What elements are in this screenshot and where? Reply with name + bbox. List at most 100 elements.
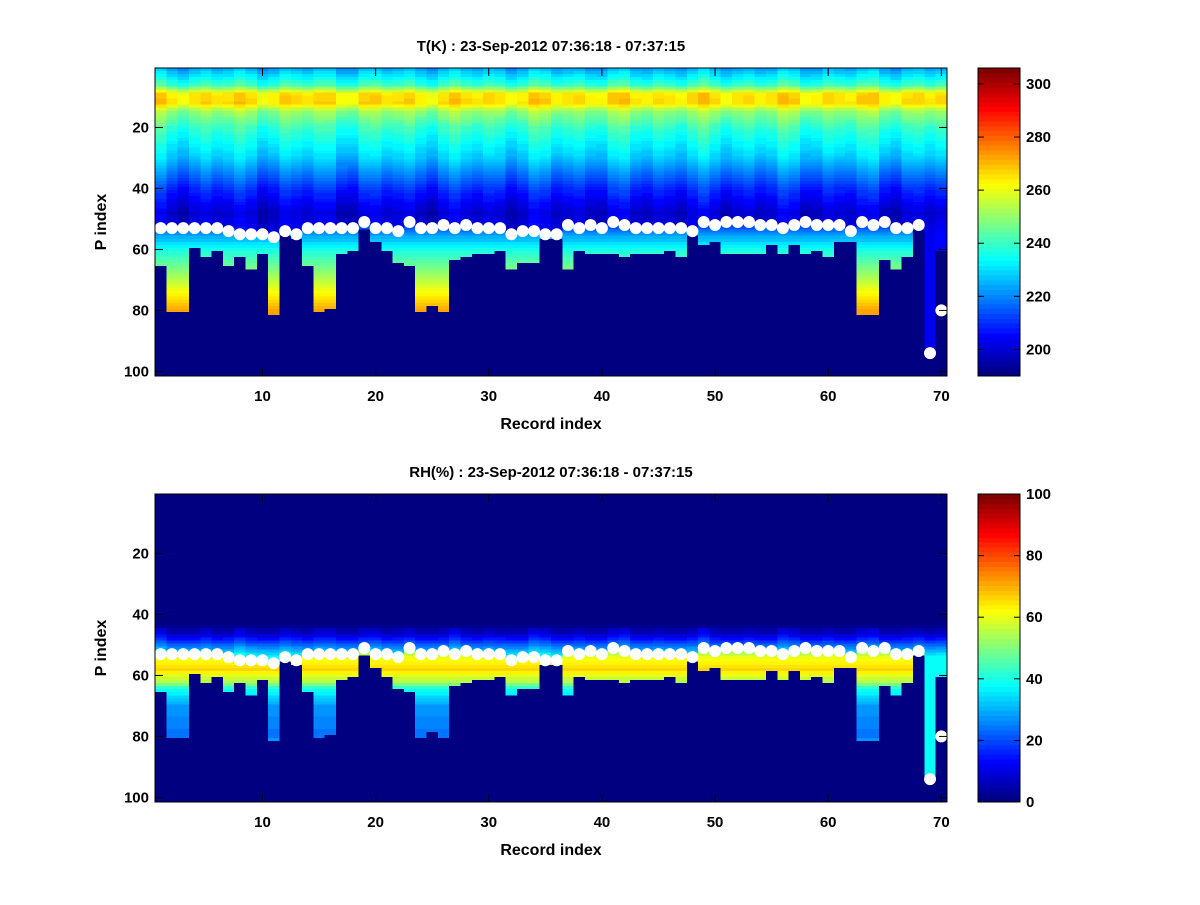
heatmap-cell bbox=[494, 244, 507, 249]
heatmap-cell bbox=[664, 296, 677, 301]
heatmap-cell bbox=[234, 104, 247, 109]
heatmap-cell bbox=[403, 232, 416, 237]
heatmap-cell bbox=[664, 171, 677, 176]
heatmap-cell bbox=[449, 318, 462, 322]
heatmap-cell bbox=[539, 101, 552, 106]
heatmap-cell bbox=[641, 144, 654, 148]
heatmap-cell bbox=[652, 354, 665, 359]
heatmap-cell bbox=[596, 128, 609, 133]
heatmap-cell bbox=[392, 116, 405, 121]
heatmap-cell bbox=[222, 321, 235, 325]
heatmap-cell bbox=[618, 171, 631, 176]
heatmap-cell bbox=[573, 125, 586, 130]
heatmap-cell bbox=[188, 101, 201, 106]
heatmap-cell bbox=[607, 330, 620, 334]
heatmap-cell bbox=[188, 275, 201, 280]
heatmap-cell bbox=[686, 369, 699, 374]
heatmap-cell bbox=[222, 339, 235, 344]
heatmap-cell bbox=[517, 241, 529, 246]
heatmap-cell bbox=[562, 119, 575, 124]
heatmap-cell bbox=[268, 144, 281, 148]
heatmap-cell bbox=[607, 80, 620, 84]
heatmap-cell bbox=[177, 250, 190, 255]
heatmap-cell bbox=[449, 95, 462, 100]
heatmap-cell bbox=[324, 269, 337, 273]
heatmap-cell bbox=[505, 180, 518, 185]
heatmap-cell bbox=[200, 74, 213, 78]
heatmap-cell bbox=[573, 174, 586, 179]
heatmap-cell bbox=[641, 159, 654, 164]
heatmap-cell bbox=[618, 321, 631, 325]
heatmap-cell bbox=[426, 156, 439, 161]
heatmap-cell bbox=[268, 321, 281, 325]
heatmap-cell bbox=[675, 92, 688, 97]
heatmap-cell bbox=[415, 321, 428, 325]
heatmap-cell bbox=[494, 247, 507, 252]
heatmap-cell bbox=[630, 363, 643, 368]
heatmap-cell bbox=[630, 330, 643, 334]
heatmap-cell bbox=[188, 183, 201, 188]
heatmap-cell bbox=[460, 165, 473, 170]
heatmap-cell bbox=[268, 354, 281, 359]
heatmap-cell bbox=[222, 116, 235, 121]
heatmap-cell bbox=[347, 235, 360, 240]
heatmap-cell bbox=[166, 74, 179, 78]
heatmap-cell bbox=[290, 107, 303, 112]
heatmap-cell bbox=[324, 244, 337, 249]
heatmap-cell bbox=[313, 86, 326, 90]
heatmap-cell bbox=[234, 125, 247, 130]
heatmap-cell bbox=[437, 366, 450, 371]
heatmap-cell bbox=[302, 80, 314, 84]
heatmap-cell bbox=[630, 177, 643, 182]
heatmap-cell bbox=[256, 250, 269, 255]
heatmap-cell bbox=[471, 205, 484, 209]
heatmap-cell bbox=[279, 324, 292, 328]
heatmap-cell bbox=[596, 122, 609, 127]
heatmap-cell bbox=[471, 321, 484, 325]
heatmap-cell bbox=[652, 284, 665, 289]
heatmap-cell bbox=[607, 290, 620, 295]
heatmap-cell bbox=[664, 80, 677, 84]
heatmap-cell bbox=[245, 68, 258, 72]
heatmap-cell bbox=[483, 104, 496, 109]
heatmap-cell bbox=[369, 302, 382, 307]
heatmap-cell bbox=[551, 315, 563, 319]
heatmap-cell bbox=[618, 327, 631, 331]
heatmap-cell bbox=[698, 363, 710, 368]
heatmap-cell bbox=[460, 290, 473, 295]
heatmap-cell bbox=[709, 196, 722, 200]
heatmap-cell bbox=[607, 177, 620, 182]
heatmap-cell bbox=[256, 104, 269, 109]
heatmap-cell bbox=[528, 119, 541, 124]
heatmap-cell bbox=[211, 360, 224, 365]
heatmap-cell bbox=[460, 116, 473, 121]
heatmap-cell bbox=[369, 241, 382, 246]
heatmap-cell bbox=[664, 128, 677, 133]
heatmap-cell bbox=[256, 208, 269, 212]
heatmap-cell bbox=[188, 80, 201, 84]
heatmap-cell bbox=[166, 92, 179, 97]
heatmap-cell bbox=[381, 193, 394, 197]
heatmap-cell bbox=[460, 244, 473, 249]
heatmap-cell bbox=[313, 189, 326, 194]
heatmap-cell bbox=[313, 348, 326, 353]
heatmap-cell bbox=[528, 86, 541, 90]
heatmap-cell bbox=[505, 327, 518, 331]
heatmap-cell bbox=[347, 168, 360, 173]
heatmap-cell bbox=[256, 186, 269, 191]
heatmap-cell bbox=[358, 86, 371, 90]
heatmap-cell bbox=[539, 318, 552, 322]
heatmap-cell bbox=[403, 135, 416, 139]
heatmap-cell bbox=[245, 348, 258, 353]
heatmap-cell bbox=[528, 83, 541, 87]
heatmap-cell bbox=[562, 342, 575, 347]
heatmap-cell bbox=[494, 128, 507, 133]
heatmap-cell bbox=[618, 193, 631, 197]
heatmap-cell bbox=[449, 308, 462, 313]
heatmap-cell bbox=[698, 144, 710, 148]
heatmap-cell bbox=[324, 351, 337, 356]
heatmap-cell bbox=[596, 162, 609, 167]
heatmap-cell bbox=[630, 281, 643, 286]
heatmap-cell bbox=[551, 284, 563, 289]
heatmap-cell bbox=[256, 171, 269, 176]
